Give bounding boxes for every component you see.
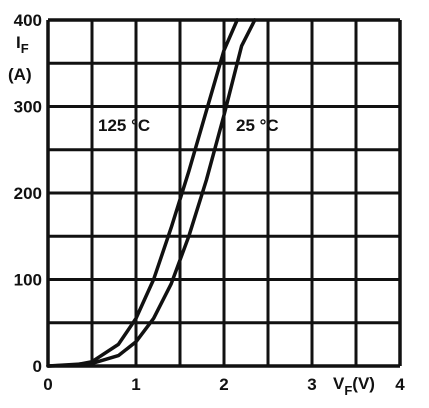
y-tick-label: 200 — [14, 184, 42, 203]
tick-labels: 0 1 2 3 4 0 100 200 300 400 — [14, 11, 406, 394]
y-axis-label-main: I — [16, 33, 21, 52]
y-tick-label: 400 — [14, 11, 42, 30]
y-tick-label: 100 — [14, 271, 42, 290]
series — [46, 18, 257, 368]
x-tick-label: 2 — [219, 375, 228, 394]
x-axis-label-sub: F — [344, 383, 352, 398]
axis-labels: IF (A) VF(V) — [8, 33, 375, 398]
series-labels: 125 °C 25 °C — [98, 116, 279, 135]
x-axis-label-main: V — [333, 374, 345, 393]
series-label-125c: 125 °C — [98, 116, 150, 135]
x-tick-label: 4 — [395, 375, 405, 394]
x-axis-label: VF(V) — [333, 374, 375, 398]
grid — [46, 18, 402, 368]
x-tick-label: 0 — [43, 375, 52, 394]
y-axis-label: IF — [16, 33, 29, 56]
y-axis-unit: (A) — [8, 65, 32, 84]
x-tick-label: 1 — [131, 375, 140, 394]
series-label-25c: 25 °C — [236, 116, 279, 135]
y-tick-label: 300 — [14, 98, 42, 117]
y-axis-label-sub: F — [21, 41, 29, 56]
x-tick-label: 3 — [307, 375, 316, 394]
y-tick-label: 0 — [33, 357, 42, 376]
x-axis-label-unit: (V) — [352, 374, 375, 393]
series-line-25c — [46, 18, 257, 368]
